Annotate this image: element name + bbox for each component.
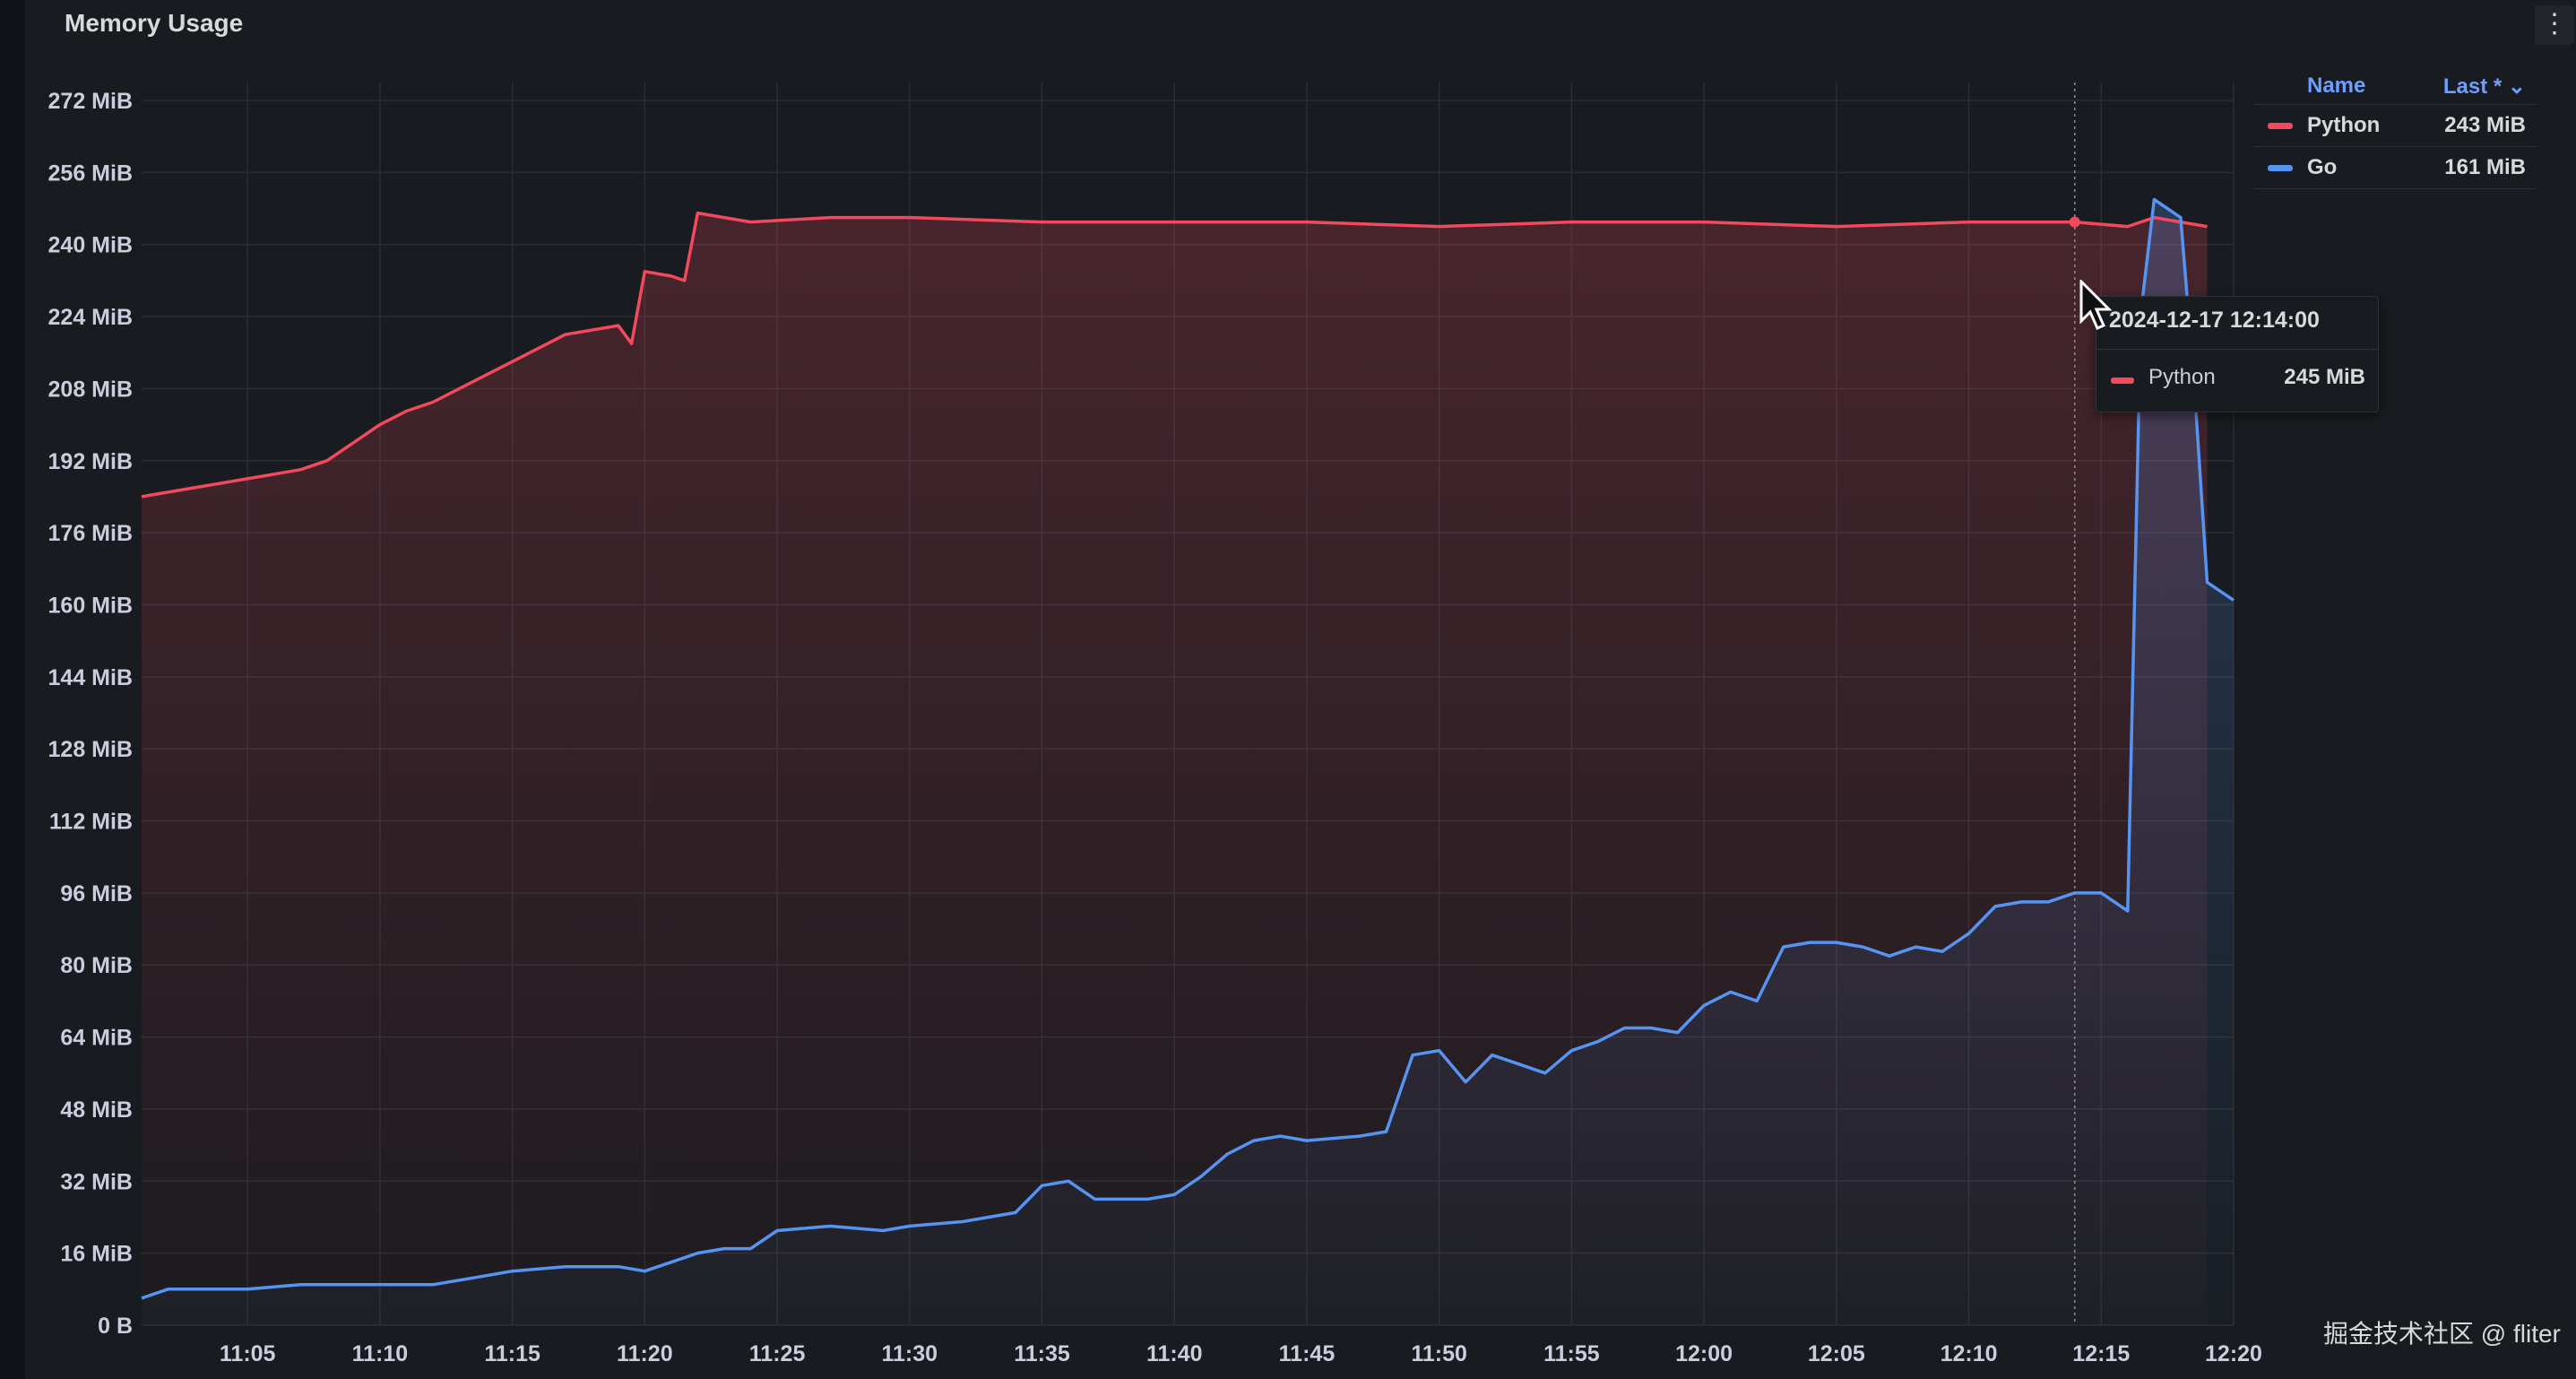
y-tick-label: 272 MiB bbox=[48, 89, 133, 114]
y-tick-label: 128 MiB bbox=[48, 737, 133, 762]
y-tick-label: 176 MiB bbox=[48, 521, 133, 546]
y-tick-label: 96 MiB bbox=[60, 881, 133, 906]
x-tick-label: 11:05 bbox=[220, 1341, 276, 1366]
x-tick-label: 12:15 bbox=[2072, 1341, 2130, 1366]
tooltip-series-name: Python bbox=[2148, 365, 2216, 389]
legend-swatch-python bbox=[2268, 122, 2293, 129]
legend-value-python: 243 MiB bbox=[2444, 113, 2526, 137]
x-tick-label: 11:15 bbox=[484, 1341, 540, 1366]
legend-row-python[interactable]: Python 243 MiB bbox=[2253, 105, 2537, 147]
tooltip-swatch bbox=[2111, 377, 2134, 384]
x-tick-label: 12:00 bbox=[1675, 1341, 1733, 1366]
series-line-go[interactable] bbox=[141, 197, 2235, 1300]
legend-header-last[interactable]: Last * ⌄ bbox=[2442, 74, 2526, 99]
mouse-pointer-icon bbox=[2079, 280, 2113, 330]
x-tick-label: 11:30 bbox=[882, 1341, 938, 1366]
x-tick-label: 12:05 bbox=[1808, 1341, 1865, 1366]
x-tick-label: 11:25 bbox=[749, 1341, 806, 1366]
y-tick-label: 192 MiB bbox=[48, 449, 133, 474]
legend-name-python: Python bbox=[2307, 113, 2381, 137]
y-tick-label: 224 MiB bbox=[48, 305, 133, 330]
y-tick-label: 64 MiB bbox=[60, 1026, 133, 1051]
vertical-ellipsis-icon[interactable]: ⋮ bbox=[2535, 5, 2574, 45]
y-tick-label: 240 MiB bbox=[48, 233, 133, 258]
legend-swatch-go bbox=[2268, 164, 2293, 171]
y-tick-label: 80 MiB bbox=[60, 953, 133, 978]
legend: Name Last * ⌄ Python 243 MiB Go 161 MiB bbox=[2253, 68, 2537, 189]
panel-title: Memory Usage bbox=[65, 9, 244, 37]
x-tick-label: 11:45 bbox=[1279, 1341, 1336, 1366]
tooltip-time: 2024-12-17 12:14:00 bbox=[2109, 308, 2320, 333]
x-tick-label: 12:20 bbox=[2205, 1341, 2262, 1366]
legend-value-go: 161 MiB bbox=[2444, 155, 2526, 179]
y-tick-label: 112 MiB bbox=[49, 810, 133, 835]
y-tick-label: 16 MiB bbox=[60, 1242, 133, 1267]
x-tick-label: 11:40 bbox=[1146, 1341, 1203, 1366]
hover-point bbox=[2069, 216, 2080, 228]
tooltip-divider bbox=[2096, 349, 2378, 350]
legend-header: Name Last * ⌄ bbox=[2253, 68, 2537, 105]
x-tick-label: 12:10 bbox=[1941, 1341, 1998, 1366]
series-area-go bbox=[142, 199, 2234, 1325]
legend-row-go[interactable]: Go 161 MiB bbox=[2253, 147, 2537, 189]
legend-header-name[interactable]: Name bbox=[2307, 74, 2366, 98]
watermark: 掘金技术社区 @ fliter bbox=[2323, 1320, 2561, 1348]
y-tick-label: 144 MiB bbox=[48, 665, 133, 690]
legend-name-go: Go bbox=[2307, 155, 2338, 179]
x-tick-label: 11:55 bbox=[1543, 1341, 1600, 1366]
series-line-python[interactable] bbox=[141, 211, 2208, 499]
x-tick-label: 11:20 bbox=[617, 1341, 673, 1366]
x-tick-label: 11:50 bbox=[1411, 1341, 1467, 1366]
y-tick-label: 32 MiB bbox=[60, 1169, 133, 1194]
y-tick-label: 160 MiB bbox=[48, 593, 133, 618]
y-tick-label: 208 MiB bbox=[48, 377, 133, 402]
tooltip-series-value: 245 MiB bbox=[2284, 365, 2365, 389]
y-tick-label: 256 MiB bbox=[48, 160, 133, 186]
y-tick-label: 0 B bbox=[98, 1314, 133, 1339]
y-tick-label: 48 MiB bbox=[60, 1097, 133, 1123]
x-tick-label: 11:35 bbox=[1014, 1341, 1070, 1366]
chart-tooltip: 2024-12-17 12:14:00 Python 245 MiB bbox=[2096, 296, 2379, 412]
x-tick-label: 11:10 bbox=[352, 1341, 409, 1366]
